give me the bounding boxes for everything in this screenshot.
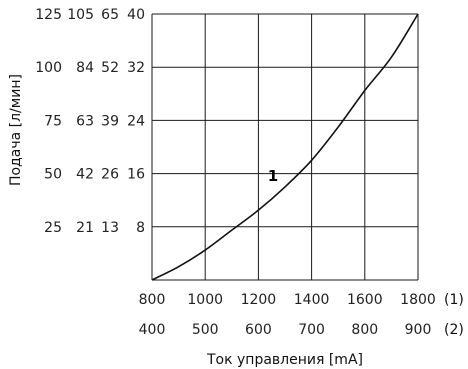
y-tick-label: 52 bbox=[101, 60, 119, 76]
x-tick-label: 500 bbox=[192, 322, 219, 338]
series-layer: 1 bbox=[151, 13, 419, 281]
x-tick-label: 800 bbox=[139, 292, 166, 308]
x-tick-label: 600 bbox=[245, 322, 272, 338]
series-label: 1 bbox=[268, 167, 278, 185]
x-tick-label: 700 bbox=[298, 322, 325, 338]
x-tick-label: 1400 bbox=[294, 292, 330, 308]
y-tick-label: 26 bbox=[101, 167, 119, 183]
y-tick-label: 63 bbox=[76, 113, 94, 129]
y-tick-label: 125 bbox=[35, 7, 62, 23]
y-tick-label: 13 bbox=[101, 220, 119, 236]
y-tick-labels: 25 50 75 100 125 21 42 63 84 105 13 26 39 52 65 8 16 24 32… bbox=[35, 7, 145, 236]
x-tick-label: 1000 bbox=[187, 292, 223, 308]
series-line bbox=[151, 13, 419, 281]
y-axis-title: Подача [л/мин] bbox=[8, 74, 24, 186]
y-tick-label: 105 bbox=[67, 7, 94, 23]
x-tick-label: 1600 bbox=[347, 292, 383, 308]
x-tick-label: 1800 bbox=[400, 292, 436, 308]
x-tick-labels: 800 1000 1200 1400 1600 1800 (1) 400 500 600 700 80… bbox=[139, 292, 464, 338]
x-axis-id-label: (1) bbox=[444, 292, 464, 308]
x-axis-title: Ток управления [mA] bbox=[206, 352, 363, 368]
y-tick-label: 24 bbox=[127, 113, 145, 129]
y-tick-label: 42 bbox=[76, 167, 94, 183]
y-tick-label: 25 bbox=[44, 220, 62, 236]
x-axis-id-label: (2) bbox=[444, 322, 464, 338]
y-tick-label: 21 bbox=[76, 220, 94, 236]
x-tick-label: 900 bbox=[405, 322, 432, 338]
y-tick-label: 84 bbox=[76, 60, 94, 76]
y-tick-label: 100 bbox=[35, 60, 62, 76]
x-tick-label: 1200 bbox=[241, 292, 277, 308]
y-tick-label: 65 bbox=[101, 7, 119, 23]
x-tick-label: 400 bbox=[139, 322, 166, 338]
y-tick-label: 39 bbox=[101, 113, 119, 129]
y-tick-label: 32 bbox=[127, 60, 145, 76]
x-tick-label: 800 bbox=[351, 322, 378, 338]
chart-grid bbox=[151, 13, 419, 281]
y-tick-label: 75 bbox=[44, 113, 62, 129]
y-tick-label: 40 bbox=[127, 7, 145, 23]
y-tick-label: 8 bbox=[136, 220, 145, 236]
y-tick-label: 50 bbox=[44, 167, 62, 183]
y-tick-label: 16 bbox=[127, 167, 145, 183]
